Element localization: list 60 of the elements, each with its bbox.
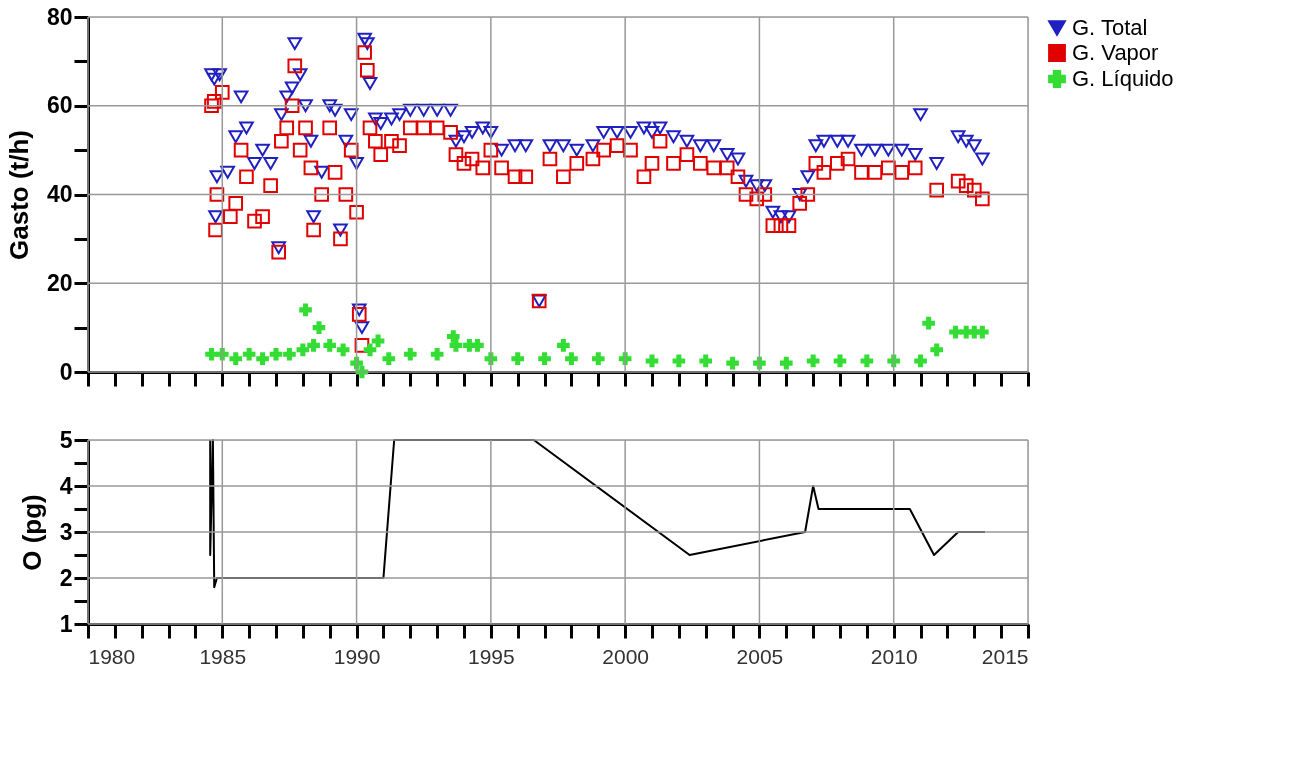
y-tick-label: 3 [59, 518, 73, 545]
point [471, 339, 484, 352]
point [672, 354, 686, 368]
x-tick-label: 2005 [736, 644, 784, 668]
point [205, 347, 218, 361]
point [922, 316, 935, 330]
point [591, 352, 605, 366]
point [930, 343, 944, 357]
x-tick-label: 1985 [199, 644, 247, 668]
point [336, 343, 350, 357]
y-tick-label: 5 [59, 426, 73, 453]
point [403, 347, 417, 361]
point [215, 347, 229, 361]
x-tick-label: 1980 [88, 644, 136, 668]
y-tick-label: 60 [46, 92, 73, 119]
point [565, 352, 578, 366]
point [430, 347, 444, 361]
point [269, 347, 283, 361]
point [371, 334, 385, 348]
point [296, 343, 310, 357]
y-axis-title: O (pg) [16, 494, 47, 571]
point [242, 347, 256, 361]
point [299, 303, 312, 317]
point [307, 339, 320, 352]
point [833, 354, 847, 368]
point [699, 354, 713, 368]
point [229, 352, 243, 366]
y-tick-label: 1 [59, 610, 73, 637]
x-tick-label: 2000 [602, 644, 649, 668]
legend-label: G. Total [1072, 15, 1148, 40]
point [449, 339, 463, 352]
y-axis-title: Gasto (t/h) [3, 130, 34, 260]
y-tick-label: 2 [59, 564, 73, 591]
point [538, 352, 551, 366]
y-tick-label: 20 [46, 269, 73, 296]
legend-label: G. Líquido [1072, 66, 1174, 91]
point [363, 343, 377, 357]
point [976, 325, 989, 339]
point [860, 354, 874, 368]
x-tick-label: 1990 [333, 644, 381, 668]
point [645, 354, 659, 368]
x-tick-label: 2015 [981, 644, 1029, 668]
point [312, 321, 326, 334]
point [557, 339, 570, 352]
point [779, 356, 793, 370]
point [256, 352, 269, 366]
point [726, 356, 739, 370]
point [511, 352, 525, 366]
y-tick-label: 80 [46, 3, 73, 30]
legend-label: G. Vapor [1072, 40, 1159, 65]
point [382, 352, 396, 366]
y-tick-label: 4 [59, 472, 73, 499]
point [283, 347, 296, 361]
y-tick-label: 0 [59, 358, 73, 385]
point [806, 354, 820, 368]
y-tick-label: 40 [46, 181, 73, 207]
point [914, 354, 927, 368]
point [323, 339, 337, 352]
x-tick-label: 1995 [468, 644, 515, 668]
x-tick-label: 2010 [870, 644, 918, 668]
